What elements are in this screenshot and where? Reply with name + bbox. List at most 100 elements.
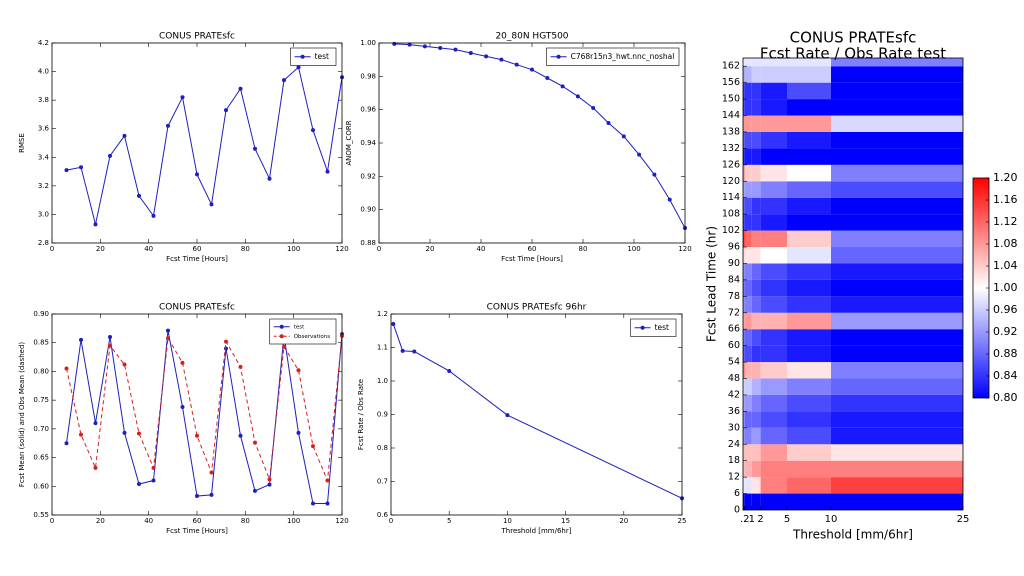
heatmap-cell — [831, 329, 963, 346]
x-tick-label: 120 — [335, 517, 348, 525]
heatmap-cell — [787, 427, 831, 445]
y-tick-label: 0.98 — [360, 72, 376, 80]
heatmap-cell — [787, 58, 831, 67]
series-line — [394, 43, 685, 229]
data-point — [253, 440, 257, 445]
line-chart: 20_80N HGT500 Fcst Time [Hours] ANOM_CORR 0… — [345, 32, 692, 264]
heatmap-cell — [831, 378, 963, 395]
heatmap-cell — [760, 394, 787, 412]
colorbar-tick-label: 0.96 — [993, 303, 1018, 316]
heatmap-cell — [743, 82, 745, 100]
heatmap-cell — [751, 230, 761, 248]
colorbar-tick-label: 1.04 — [993, 259, 1018, 272]
heatmap-cell — [760, 296, 787, 313]
heatmap-cell — [743, 99, 745, 116]
data-point — [253, 146, 257, 151]
data-point — [151, 465, 156, 470]
heatmap-cell — [831, 66, 963, 83]
heatmap-cell — [760, 493, 787, 510]
heatmap-cell — [751, 197, 761, 215]
heatmap-cell — [751, 66, 761, 83]
colorbar-tick-label: 0.88 — [993, 347, 1018, 360]
y-tick-label: 1.1 — [377, 344, 388, 352]
series-line — [66, 330, 342, 505]
y-tick-label: 0.94 — [360, 139, 376, 147]
data-point — [311, 501, 315, 506]
heatmap-cell — [751, 427, 761, 445]
chart-subtitle: Fcst Rate / Obs Rate test — [760, 45, 946, 63]
data-point — [79, 165, 83, 170]
y-tick-label: 1.00 — [360, 39, 376, 47]
data-point — [64, 366, 69, 371]
legend-box — [269, 318, 337, 345]
heatmap-cell — [744, 296, 752, 313]
data-point — [296, 430, 301, 435]
data-point — [79, 337, 83, 342]
heatmap-cell — [751, 164, 761, 182]
heatmap-cell — [831, 58, 963, 67]
heatmap-cell — [744, 279, 752, 297]
heatmap-cell — [831, 493, 963, 510]
heatmap-cell — [744, 312, 752, 330]
plot-frame — [390, 313, 683, 516]
heatmap-cell — [743, 296, 745, 313]
heatmap-cell — [751, 247, 761, 264]
data-point — [238, 86, 243, 91]
heatmap-cell — [760, 279, 787, 297]
data-point — [224, 346, 228, 351]
colorbar-tick-label: 1.20 — [993, 171, 1018, 184]
legend: test Observations — [269, 318, 337, 345]
heatmap-cell — [743, 394, 745, 412]
data-point — [253, 488, 257, 493]
y-tick-label: 2.8 — [38, 239, 49, 247]
data-point — [151, 478, 156, 483]
heatmap-cell — [751, 312, 761, 330]
heatmap-cell — [787, 378, 831, 395]
y-tick-label: 108 — [722, 209, 740, 220]
x-tick-label: 10 — [503, 517, 512, 525]
x-tick-label: 120 — [678, 245, 691, 253]
legend-marker — [279, 334, 284, 339]
data-point — [137, 193, 141, 198]
heatmap-cell — [760, 378, 787, 395]
heatmap-cell — [744, 411, 752, 428]
heatmap-cell — [831, 312, 963, 330]
data-point — [652, 172, 657, 177]
heatmap-cell — [831, 82, 963, 100]
x-tick-label: 2 — [757, 514, 763, 525]
heatmap-cell — [743, 58, 745, 67]
data-point — [137, 431, 141, 436]
data-point — [93, 421, 98, 426]
x-tick-label: 40 — [144, 245, 153, 253]
data-point — [238, 364, 243, 369]
heatmap-cell — [743, 444, 745, 461]
data-point — [180, 360, 185, 365]
y-tick-label: 0.85 — [33, 339, 49, 347]
heatmap-cell — [751, 131, 761, 149]
heatmap-cell — [787, 296, 831, 313]
x-axis-label: Fcst Time [Hours] — [501, 255, 563, 263]
heatmap-cell — [743, 345, 745, 363]
heatmap-cell — [831, 131, 963, 149]
heatmap-cell — [744, 247, 752, 264]
y-tick-label: 0.92 — [360, 172, 376, 180]
heatmap-cell — [787, 263, 831, 280]
colorbar-tick-label: 1.16 — [993, 193, 1018, 206]
y-tick-label: 78 — [728, 291, 740, 302]
legend-marker — [556, 54, 561, 59]
heatmap-cell — [743, 362, 745, 379]
legend-label: test — [315, 52, 329, 61]
heatmap-cell — [760, 477, 787, 494]
heatmap-cell — [751, 214, 761, 231]
x-tick-label: 0 — [50, 245, 54, 253]
heatmap-cell — [760, 444, 787, 461]
data-point — [484, 54, 489, 59]
x-tick-label: 100 — [627, 245, 640, 253]
y-tick-label: 138 — [722, 126, 740, 137]
heatmap-cell — [831, 444, 963, 461]
chart-title: CONUS PRATEsfc — [159, 32, 235, 42]
y-tick-label: 0.90 — [360, 206, 376, 214]
heatmap-cell — [751, 181, 761, 198]
heatmap-cell — [744, 362, 752, 379]
